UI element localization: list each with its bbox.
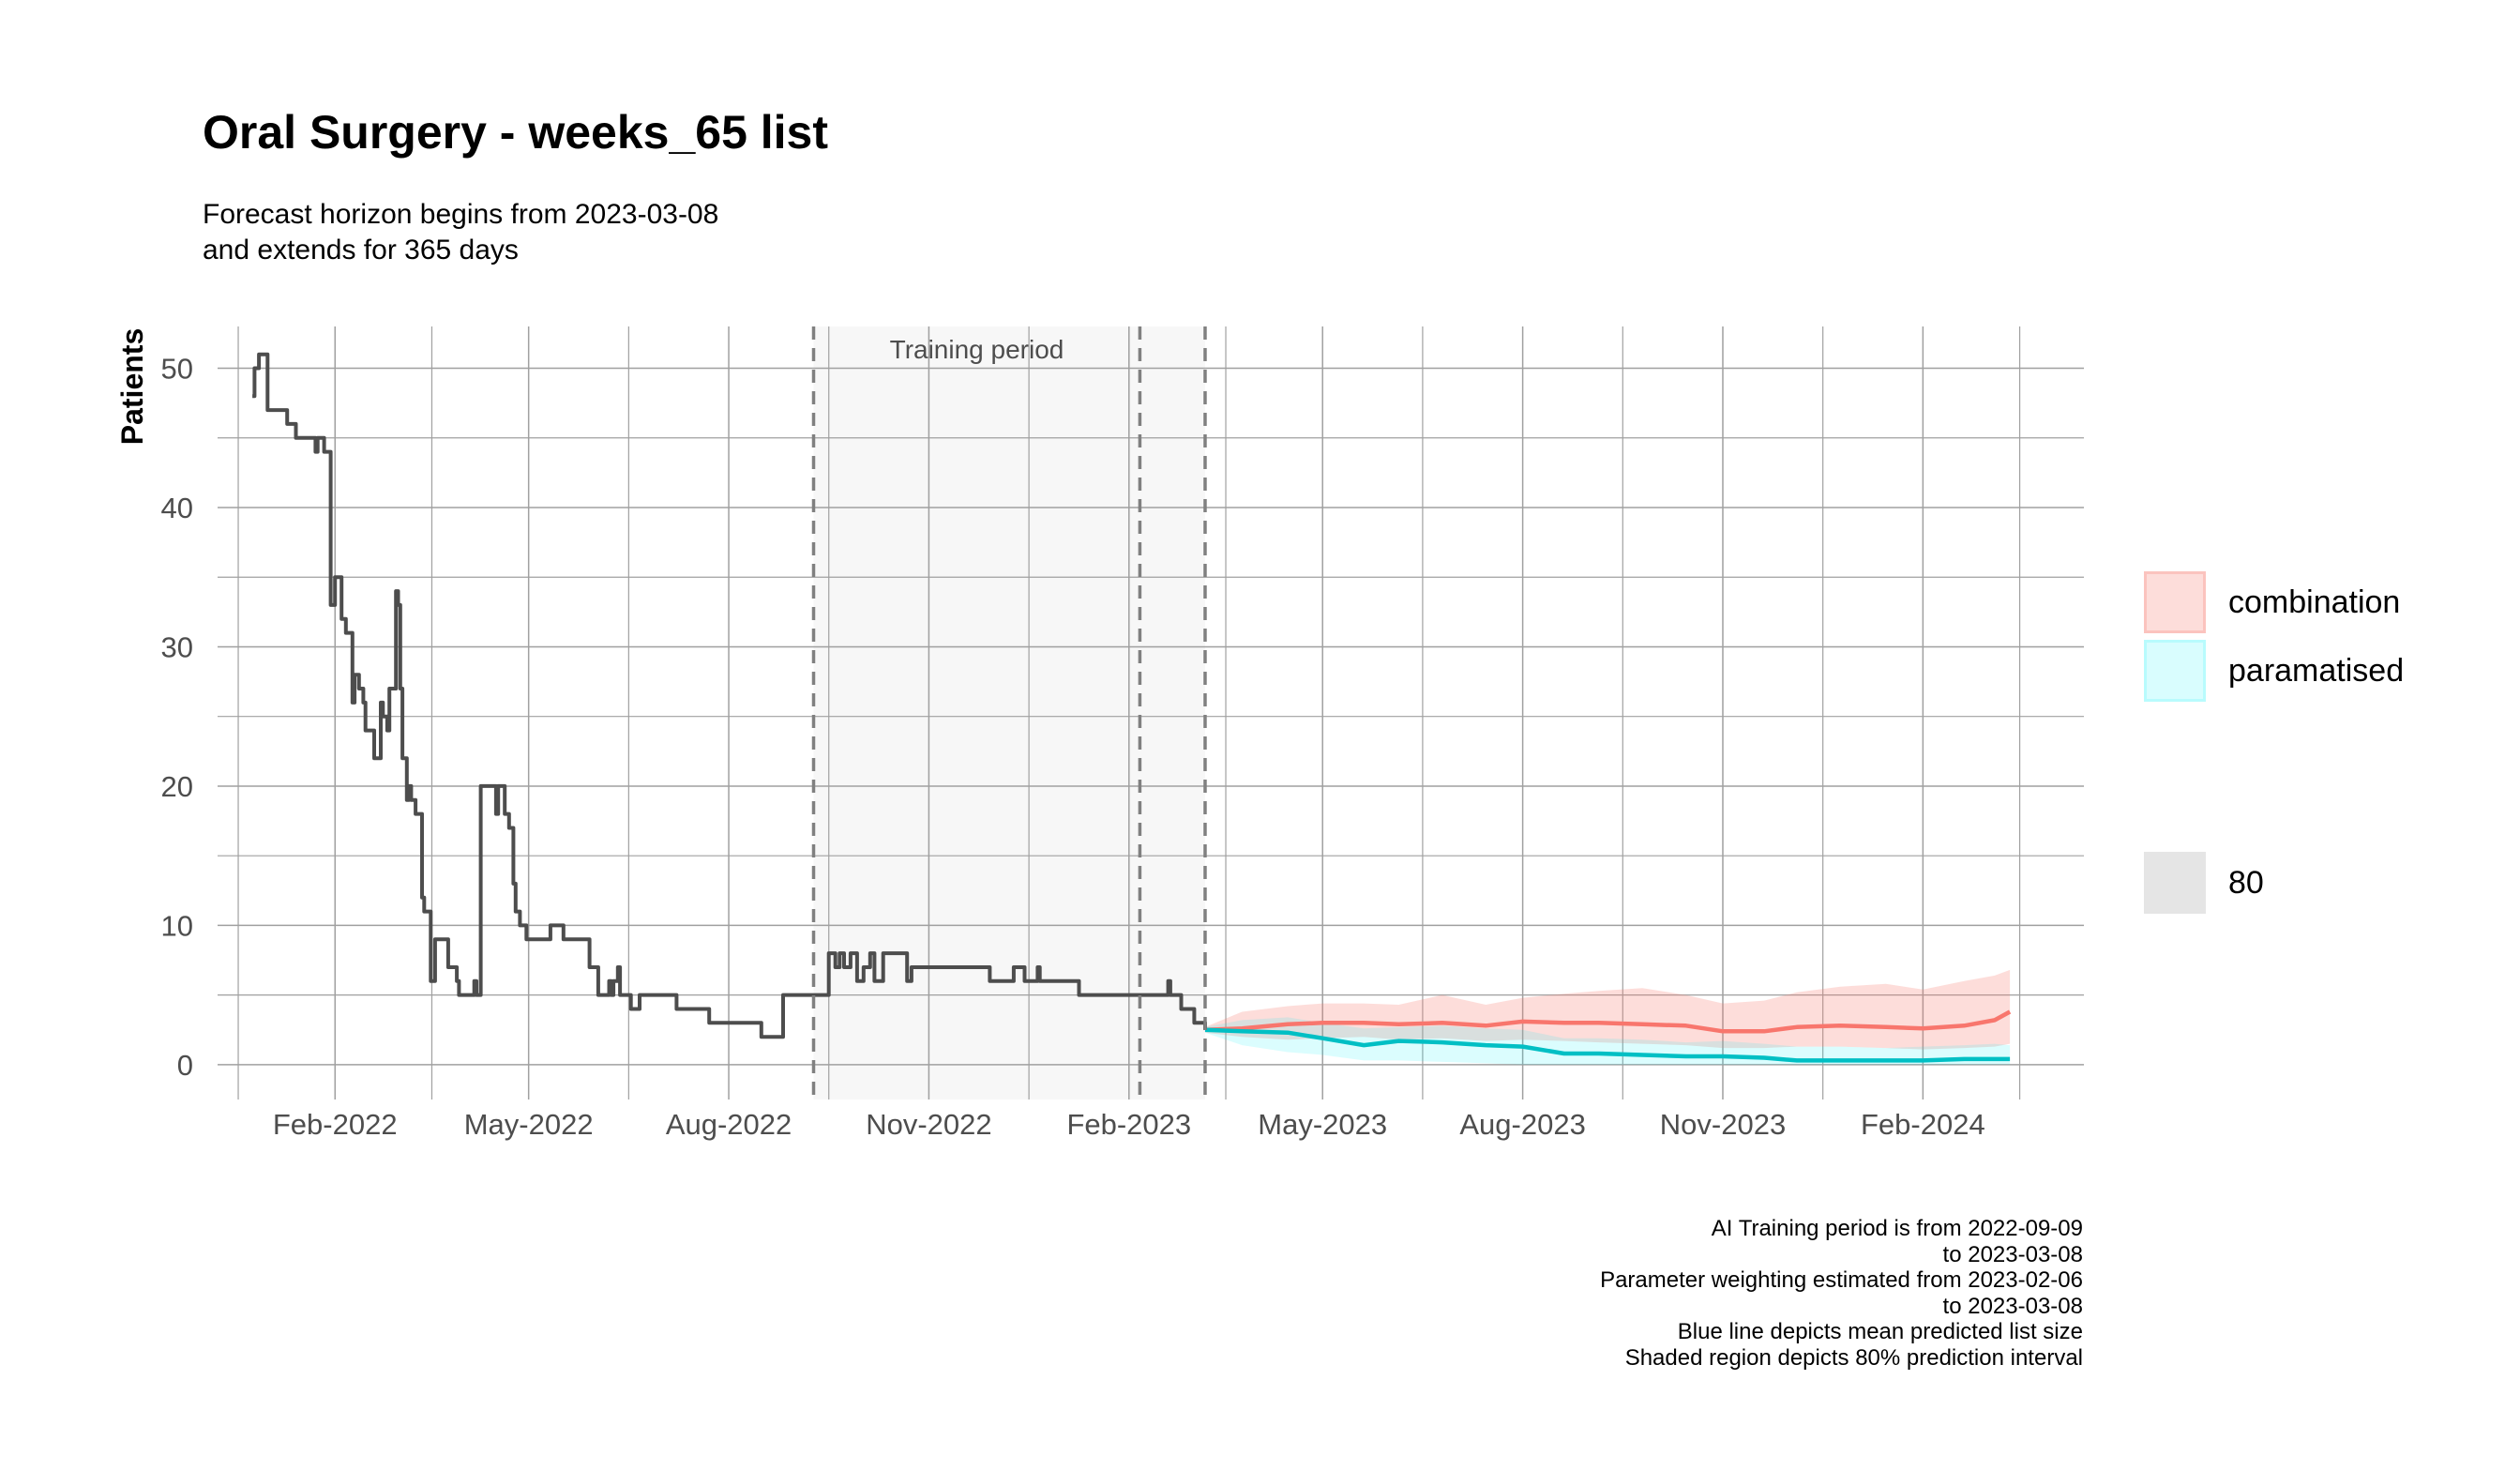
x-tick-label: Feb-2022 xyxy=(273,1108,398,1141)
x-tick-label: May-2022 xyxy=(464,1108,594,1141)
x-tick-label: Feb-2024 xyxy=(1861,1108,1985,1141)
legend-item-combination: combination xyxy=(2144,571,2400,633)
y-tick-label: 0 xyxy=(177,1049,193,1082)
training-period-label: Training period xyxy=(890,335,1064,364)
gridlines xyxy=(218,326,2084,1099)
legend-key-interval xyxy=(2144,852,2206,914)
training-period-region xyxy=(813,326,1205,1099)
x-tick-label: Aug-2023 xyxy=(1459,1108,1585,1141)
legend-label: paramatised xyxy=(2228,652,2405,689)
y-tick-label: 20 xyxy=(161,770,193,803)
chart-caption: AI Training period is from 2022-09-09 to… xyxy=(1600,1216,2083,1371)
caption-line: Shaded region depicts 80% prediction int… xyxy=(1624,1344,2083,1371)
band-combination xyxy=(1205,969,2011,1050)
x-tick-label: Aug-2022 xyxy=(666,1108,792,1141)
line-paramatised xyxy=(1204,1027,2011,1063)
caption-line: Parameter weighting estimated from 2023-… xyxy=(1600,1267,2083,1293)
y-tick-label: 30 xyxy=(161,630,193,663)
legend-item-paramatised: paramatised xyxy=(2144,640,2404,702)
x-tick-label: May-2023 xyxy=(1258,1108,1387,1141)
caption-line: Blue line depicts mean predicted list si… xyxy=(1677,1319,2083,1344)
legend-label: combination xyxy=(2228,584,2401,620)
y-tick-label: 40 xyxy=(161,492,193,524)
y-axis-title: Patients xyxy=(115,328,149,445)
legend-key-combination xyxy=(2144,571,2206,633)
y-tick-label: 50 xyxy=(161,353,193,386)
chart-title: Oral Surgery - weeks_65 list xyxy=(203,106,829,159)
chart-subtitle: Forecast horizon begins from 2023-03-08 … xyxy=(203,197,718,268)
caption-line: to 2023-03-08 xyxy=(1942,1241,2083,1267)
caption-line: AI Training period is from 2022-09-09 xyxy=(1711,1216,2083,1241)
band-paramatised xyxy=(1205,1017,2011,1065)
caption-line: to 2023-03-08 xyxy=(1942,1293,2083,1319)
line-combination xyxy=(1204,1009,2012,1034)
subtitle-line: and extends for 365 days xyxy=(203,235,519,265)
legend-item-interval: 80 xyxy=(2144,852,2264,914)
legend-key-paramatised xyxy=(2144,640,2206,702)
series-lines xyxy=(252,352,2012,1063)
x-tick-label: Feb-2023 xyxy=(1066,1108,1191,1141)
axes: Feb-2022 May-2022 Aug-2022 Nov-2022 Feb-2023… xyxy=(161,353,1985,1141)
x-tick-label: Nov-2023 xyxy=(1660,1108,1786,1141)
observed-line xyxy=(252,352,1207,1039)
legend-label: 80 xyxy=(2228,864,2264,901)
subtitle-line: Forecast horizon begins from 2023-03-08 xyxy=(203,199,719,230)
prediction-intervals xyxy=(1205,969,2011,1065)
y-tick-label: 10 xyxy=(161,909,193,942)
x-tick-label: Nov-2022 xyxy=(866,1108,991,1141)
panel-background xyxy=(813,326,1205,1099)
